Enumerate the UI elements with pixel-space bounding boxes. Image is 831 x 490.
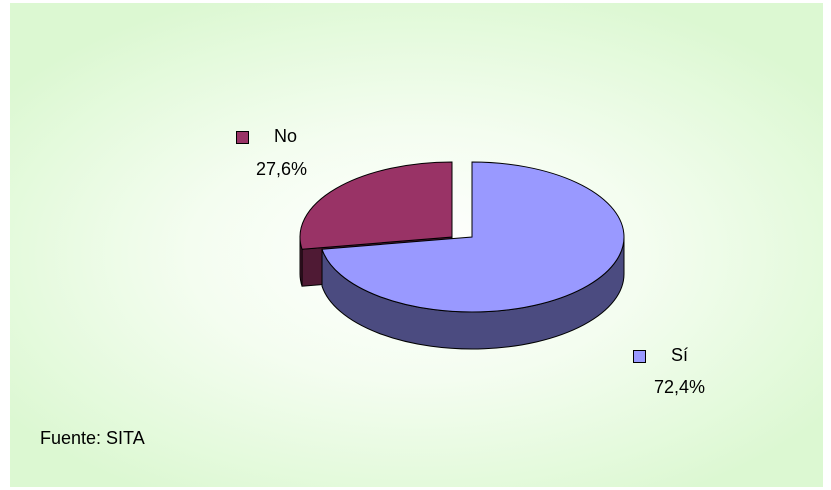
legend-label-si: Sí <box>671 345 689 365</box>
data-label-no: 27,6% <box>256 159 308 179</box>
data-label-si: 72,4% <box>654 377 706 397</box>
legend-label-no: No <box>274 126 298 146</box>
slice-no <box>299 161 453 250</box>
chart-area: No 27,6% Sí 72,4% Fuente: SITA <box>10 3 823 487</box>
legend-swatch-no <box>236 131 249 144</box>
legend-swatch-si <box>633 350 646 363</box>
pie-chart <box>299 161 625 350</box>
slice-si <box>321 161 625 313</box>
source-note: Fuente: SITA <box>40 428 145 448</box>
